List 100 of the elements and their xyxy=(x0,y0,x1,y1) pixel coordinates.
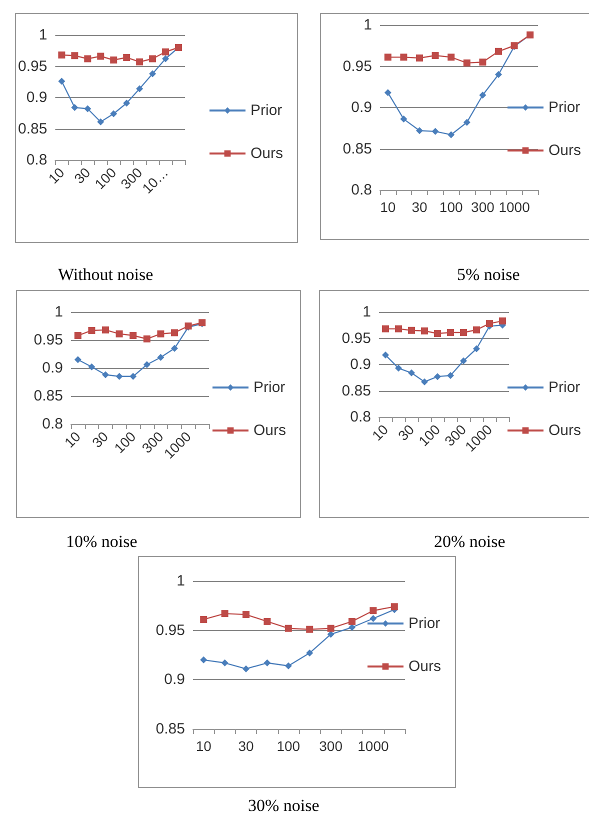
point xyxy=(171,329,178,336)
point xyxy=(136,58,144,66)
point xyxy=(460,357,467,364)
point xyxy=(284,624,292,632)
point xyxy=(157,354,164,361)
point xyxy=(97,118,104,126)
legend-label: Prior xyxy=(548,99,580,116)
x-tick-label: 300 xyxy=(319,738,343,754)
point xyxy=(495,48,502,55)
point xyxy=(432,52,439,60)
x-tick-label: 30 xyxy=(238,738,254,754)
point xyxy=(434,373,441,380)
point xyxy=(171,344,178,352)
x-tick-label: 100 xyxy=(276,738,300,754)
point xyxy=(102,326,109,334)
point xyxy=(447,372,454,380)
point xyxy=(463,118,470,126)
x-tick-label: 10 xyxy=(368,421,392,444)
y-tick-label: 0.95 xyxy=(18,58,48,75)
point xyxy=(400,54,408,61)
point xyxy=(499,317,506,324)
point xyxy=(110,110,118,118)
point xyxy=(143,335,150,342)
point xyxy=(421,327,428,334)
point xyxy=(162,55,170,62)
point xyxy=(200,616,208,623)
point xyxy=(434,330,441,338)
point xyxy=(123,100,130,107)
legend-label: Prior xyxy=(548,379,580,396)
y-tick-label: 0.9 xyxy=(26,89,48,106)
y-tick-label: 0.95 xyxy=(342,330,371,347)
y-tick-label: 0.85 xyxy=(156,720,185,738)
y-tick-label: 0.95 xyxy=(342,58,372,75)
point xyxy=(84,105,92,112)
point xyxy=(74,332,82,340)
point xyxy=(58,52,66,58)
text: 30% noise xyxy=(248,796,320,815)
y-tick-label: 1 xyxy=(38,26,48,44)
point xyxy=(421,378,428,386)
point xyxy=(71,52,78,60)
point xyxy=(400,116,408,123)
point xyxy=(473,326,480,334)
x-tick-label: 300 xyxy=(471,199,495,215)
point xyxy=(71,104,78,111)
point xyxy=(495,71,502,78)
point xyxy=(143,361,150,368)
point xyxy=(157,330,164,338)
point xyxy=(130,332,137,340)
x-tick-label: 1000 xyxy=(358,738,389,754)
legend-label: Prior xyxy=(253,379,286,396)
point xyxy=(395,364,402,372)
y-tick-label: 1 xyxy=(364,16,372,34)
point xyxy=(447,328,454,336)
point xyxy=(327,630,334,638)
x-tick-label: 10 xyxy=(45,164,68,187)
point xyxy=(479,58,486,66)
point xyxy=(74,356,82,364)
point xyxy=(348,618,356,625)
point xyxy=(242,611,250,618)
point xyxy=(473,345,480,352)
point xyxy=(460,328,467,336)
point xyxy=(284,662,292,670)
legend-label: Ours xyxy=(408,658,442,675)
point xyxy=(448,54,455,61)
point xyxy=(416,127,423,134)
y-tick-label: 0.95 xyxy=(156,622,185,639)
text: Without noise xyxy=(58,265,154,284)
point xyxy=(408,326,415,334)
point xyxy=(448,131,455,138)
y-tick-label: 1 xyxy=(362,304,371,320)
point xyxy=(221,659,228,666)
point xyxy=(370,607,377,614)
legend-label: Prior xyxy=(408,615,440,632)
y-tick-label: 0.95 xyxy=(34,332,63,348)
x-tick-label: 100 xyxy=(415,421,444,450)
point xyxy=(102,371,109,378)
legend-label: Prior xyxy=(250,102,282,119)
point xyxy=(384,54,392,61)
point xyxy=(130,372,137,380)
point xyxy=(97,52,104,60)
y-tick-label: 0.8 xyxy=(42,416,63,432)
x-tick-label: 30 xyxy=(70,164,94,187)
y-tick-label: 1 xyxy=(176,572,185,590)
point xyxy=(58,78,66,85)
point xyxy=(432,128,439,135)
x-tick-label: 30 xyxy=(88,428,112,451)
text: 20% noise xyxy=(434,532,506,551)
point xyxy=(306,626,314,633)
point xyxy=(136,85,144,92)
x-tick-label: 30 xyxy=(394,421,418,444)
point xyxy=(116,330,123,338)
point xyxy=(395,325,402,332)
x-tick-label: 10 xyxy=(196,738,212,754)
point xyxy=(479,92,486,99)
point xyxy=(116,372,123,380)
point xyxy=(88,326,96,334)
point xyxy=(88,363,96,370)
point xyxy=(84,55,92,62)
point xyxy=(200,656,208,664)
point xyxy=(463,59,470,66)
